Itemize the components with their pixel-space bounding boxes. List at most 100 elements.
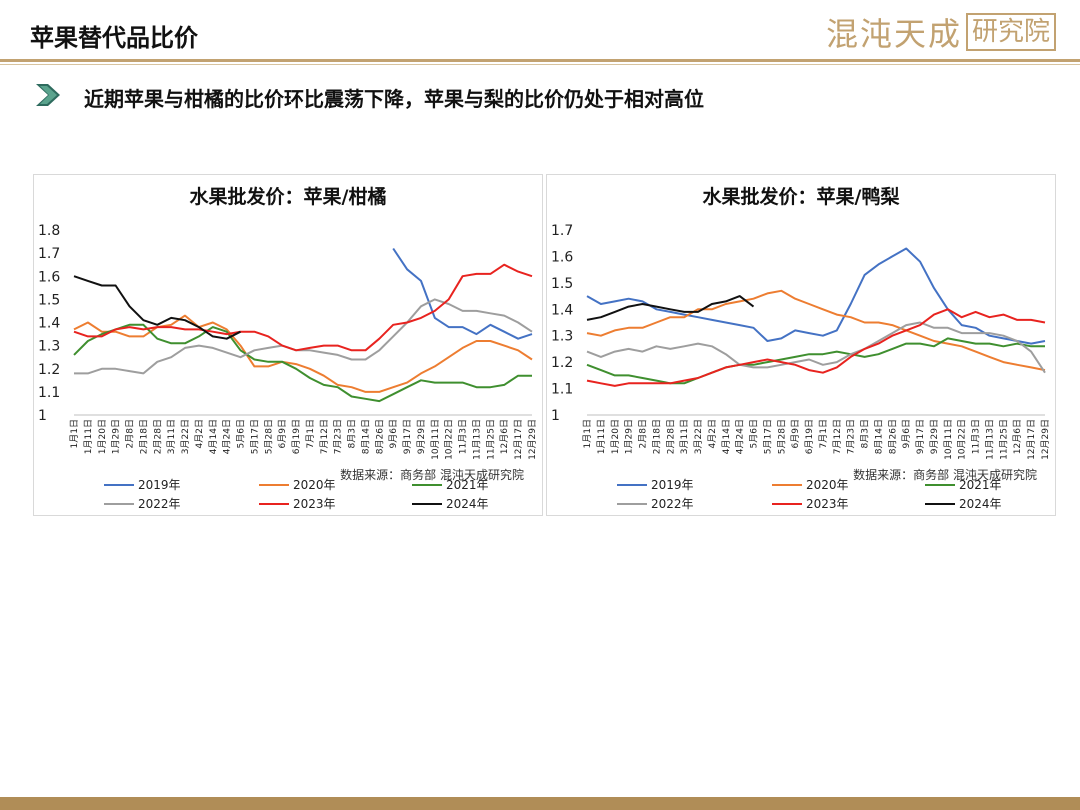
x-tick-label: 1月20日 <box>97 419 108 454</box>
y-tick-label: 1.7 <box>551 223 573 239</box>
y-tick-label: 1.4 <box>38 316 60 332</box>
x-tick-label: 8月14日 <box>873 419 884 454</box>
x-tick-label: 7月1日 <box>305 419 316 448</box>
x-tick-label: 7月23日 <box>846 419 857 454</box>
series-line-2023年 <box>73 263 533 352</box>
legend-label: 2020年 <box>293 478 336 492</box>
x-tick-label: 3月11日 <box>166 419 177 454</box>
x-tick-label: 7月1日 <box>818 419 829 448</box>
y-tick-label: 1.2 <box>551 355 573 371</box>
legend-label: 2023年 <box>293 497 336 511</box>
x-tick-label: 8月26日 <box>374 419 385 454</box>
y-tick-label: 1.2 <box>38 362 60 378</box>
legend-label: 2021年 <box>959 478 1002 492</box>
y-tick-label: 1.7 <box>38 246 60 262</box>
series-line-2021年 <box>73 323 532 403</box>
x-tick-label: 11月25日 <box>485 419 496 460</box>
x-tick-label: 7月12日 <box>832 419 843 454</box>
x-tick-label: 1月11日 <box>596 419 607 454</box>
x-tick-label: 12月17日 <box>513 419 524 460</box>
x-tick-label: 8月26日 <box>887 419 898 454</box>
x-tick-label: 10月11日 <box>430 419 441 460</box>
header-rule-thin <box>0 64 1080 65</box>
chart-apple-citrus: 水果批发价：苹果/柑橘 1 1.1 1.2 1.3 1.4 1.5 1.6 1.7 1.8 1月1日… <box>38 185 538 511</box>
x-tick-label: 4月24日 <box>735 419 746 454</box>
x-tick-label: 1月1日 <box>69 419 80 448</box>
legend-label: 2024年 <box>959 497 1002 511</box>
legend-label: 2019年 <box>138 478 181 492</box>
series-line-2023年 <box>586 308 1046 387</box>
header-rule <box>0 59 1080 62</box>
x-tick-label: 1月20日 <box>610 419 621 454</box>
x-tick-label: 5月28日 <box>776 419 787 454</box>
y-tick-label: 1.6 <box>551 249 573 265</box>
x-tick-label: 8月3日 <box>860 419 871 448</box>
chart-title: 水果批发价：苹果/柑橘 <box>190 185 387 208</box>
y-tick-label: 1.1 <box>551 382 573 398</box>
legend-label: 2021年 <box>446 478 489 492</box>
legend-label: 2019年 <box>651 478 694 492</box>
y-tick-label: 1.3 <box>38 339 60 355</box>
x-tick-label: 11月25日 <box>998 419 1009 460</box>
x-tick-label: 4月2日 <box>194 419 205 448</box>
x-tick-label: 4月24日 <box>222 419 233 454</box>
x-tick-label: 4月14日 <box>208 419 219 454</box>
x-tick-label: 6月9日 <box>790 419 801 448</box>
x-tick-label: 9月6日 <box>901 419 912 448</box>
chevron-right-icon <box>36 84 60 106</box>
x-tick-label: 9月6日 <box>388 419 399 448</box>
logo-text: 混沌天成 <box>825 15 962 53</box>
x-tick-label: 12月29日 <box>1040 419 1051 460</box>
x-tick-label: 2月8日 <box>125 419 136 448</box>
y-tick-label: 1.1 <box>38 385 60 401</box>
series-line-2021年 <box>586 337 1045 385</box>
x-tick-label: 2月18日 <box>138 419 149 454</box>
y-tick-label: 1.5 <box>551 276 573 292</box>
logo-box: 研究院 <box>965 13 1056 51</box>
legend-label: 2023年 <box>806 497 849 511</box>
series-line-2024年 <box>73 275 241 340</box>
series-line-2022年 <box>74 298 533 375</box>
x-tick-label: 1月1日 <box>582 419 593 448</box>
series-line-2020年 <box>586 289 1046 372</box>
x-tick-label: 10月22日 <box>957 419 968 460</box>
x-tick-label: 7月23日 <box>333 419 344 454</box>
series-line-2022年 <box>586 321 1046 374</box>
x-tick-label: 1月29日 <box>111 419 122 454</box>
x-tick-label: 1月29日 <box>624 419 635 454</box>
x-tick-label: 6月19日 <box>804 419 815 454</box>
legend-label: 2022年 <box>651 497 694 511</box>
x-tick-label: 9月29日 <box>929 419 940 454</box>
series-line-2024年 <box>586 295 755 321</box>
x-tick-label: 11月13日 <box>984 419 995 460</box>
y-tick-label: 1 <box>38 408 47 424</box>
x-tick-label: 2月28日 <box>665 419 676 454</box>
x-tick-label: 10月11日 <box>943 419 954 460</box>
chart-panel-pear: 水果批发价：苹果/鸭梨 1 1.1 1.2 1.3 1.4 1.5 1.6 1.7 1月1日 1月1… <box>546 174 1056 516</box>
x-tick-label: 11月13日 <box>471 419 482 460</box>
y-tick-label: 1.8 <box>38 223 60 239</box>
source-note: 数据来源：商务部 混沌天成研究院 <box>853 467 1037 482</box>
x-tick-label: 2月18日 <box>651 419 662 454</box>
y-tick-label: 1.3 <box>551 329 573 345</box>
x-tick-label: 11月3日 <box>458 419 469 454</box>
subtitle: 近期苹果与柑橘的比价环比震荡下降，苹果与梨的比价仍处于相对高位 <box>84 87 704 111</box>
x-tick-label: 2月28日 <box>152 419 163 454</box>
x-tick-label: 3月11日 <box>679 419 690 454</box>
x-tick-label: 5月17日 <box>249 419 260 454</box>
x-tick-label: 6月19日 <box>291 419 302 454</box>
y-tick-label: 1.6 <box>38 269 60 285</box>
chart-title: 水果批发价：苹果/鸭梨 <box>703 185 901 208</box>
x-tick-label: 4月2日 <box>707 419 718 448</box>
x-tick-label: 12月17日 <box>1026 419 1037 460</box>
x-tick-label: 12月6日 <box>499 419 510 454</box>
y-tick-label: 1.5 <box>38 292 60 308</box>
legend-label: 2020年 <box>806 478 849 492</box>
x-tick-label: 4月14日 <box>721 419 732 454</box>
x-tick-label: 5月6日 <box>236 419 247 448</box>
page-title: 苹果替代品比价 <box>30 24 198 52</box>
logo: 混沌天成 研究院 <box>826 10 1056 54</box>
x-tick-label: 10月22日 <box>444 419 455 460</box>
chart-apple-pear: 水果批发价：苹果/鸭梨 1 1.1 1.2 1.3 1.4 1.5 1.6 1.7 1月1日 1月1… <box>551 185 1051 511</box>
x-tick-label: 3月22日 <box>180 419 191 454</box>
